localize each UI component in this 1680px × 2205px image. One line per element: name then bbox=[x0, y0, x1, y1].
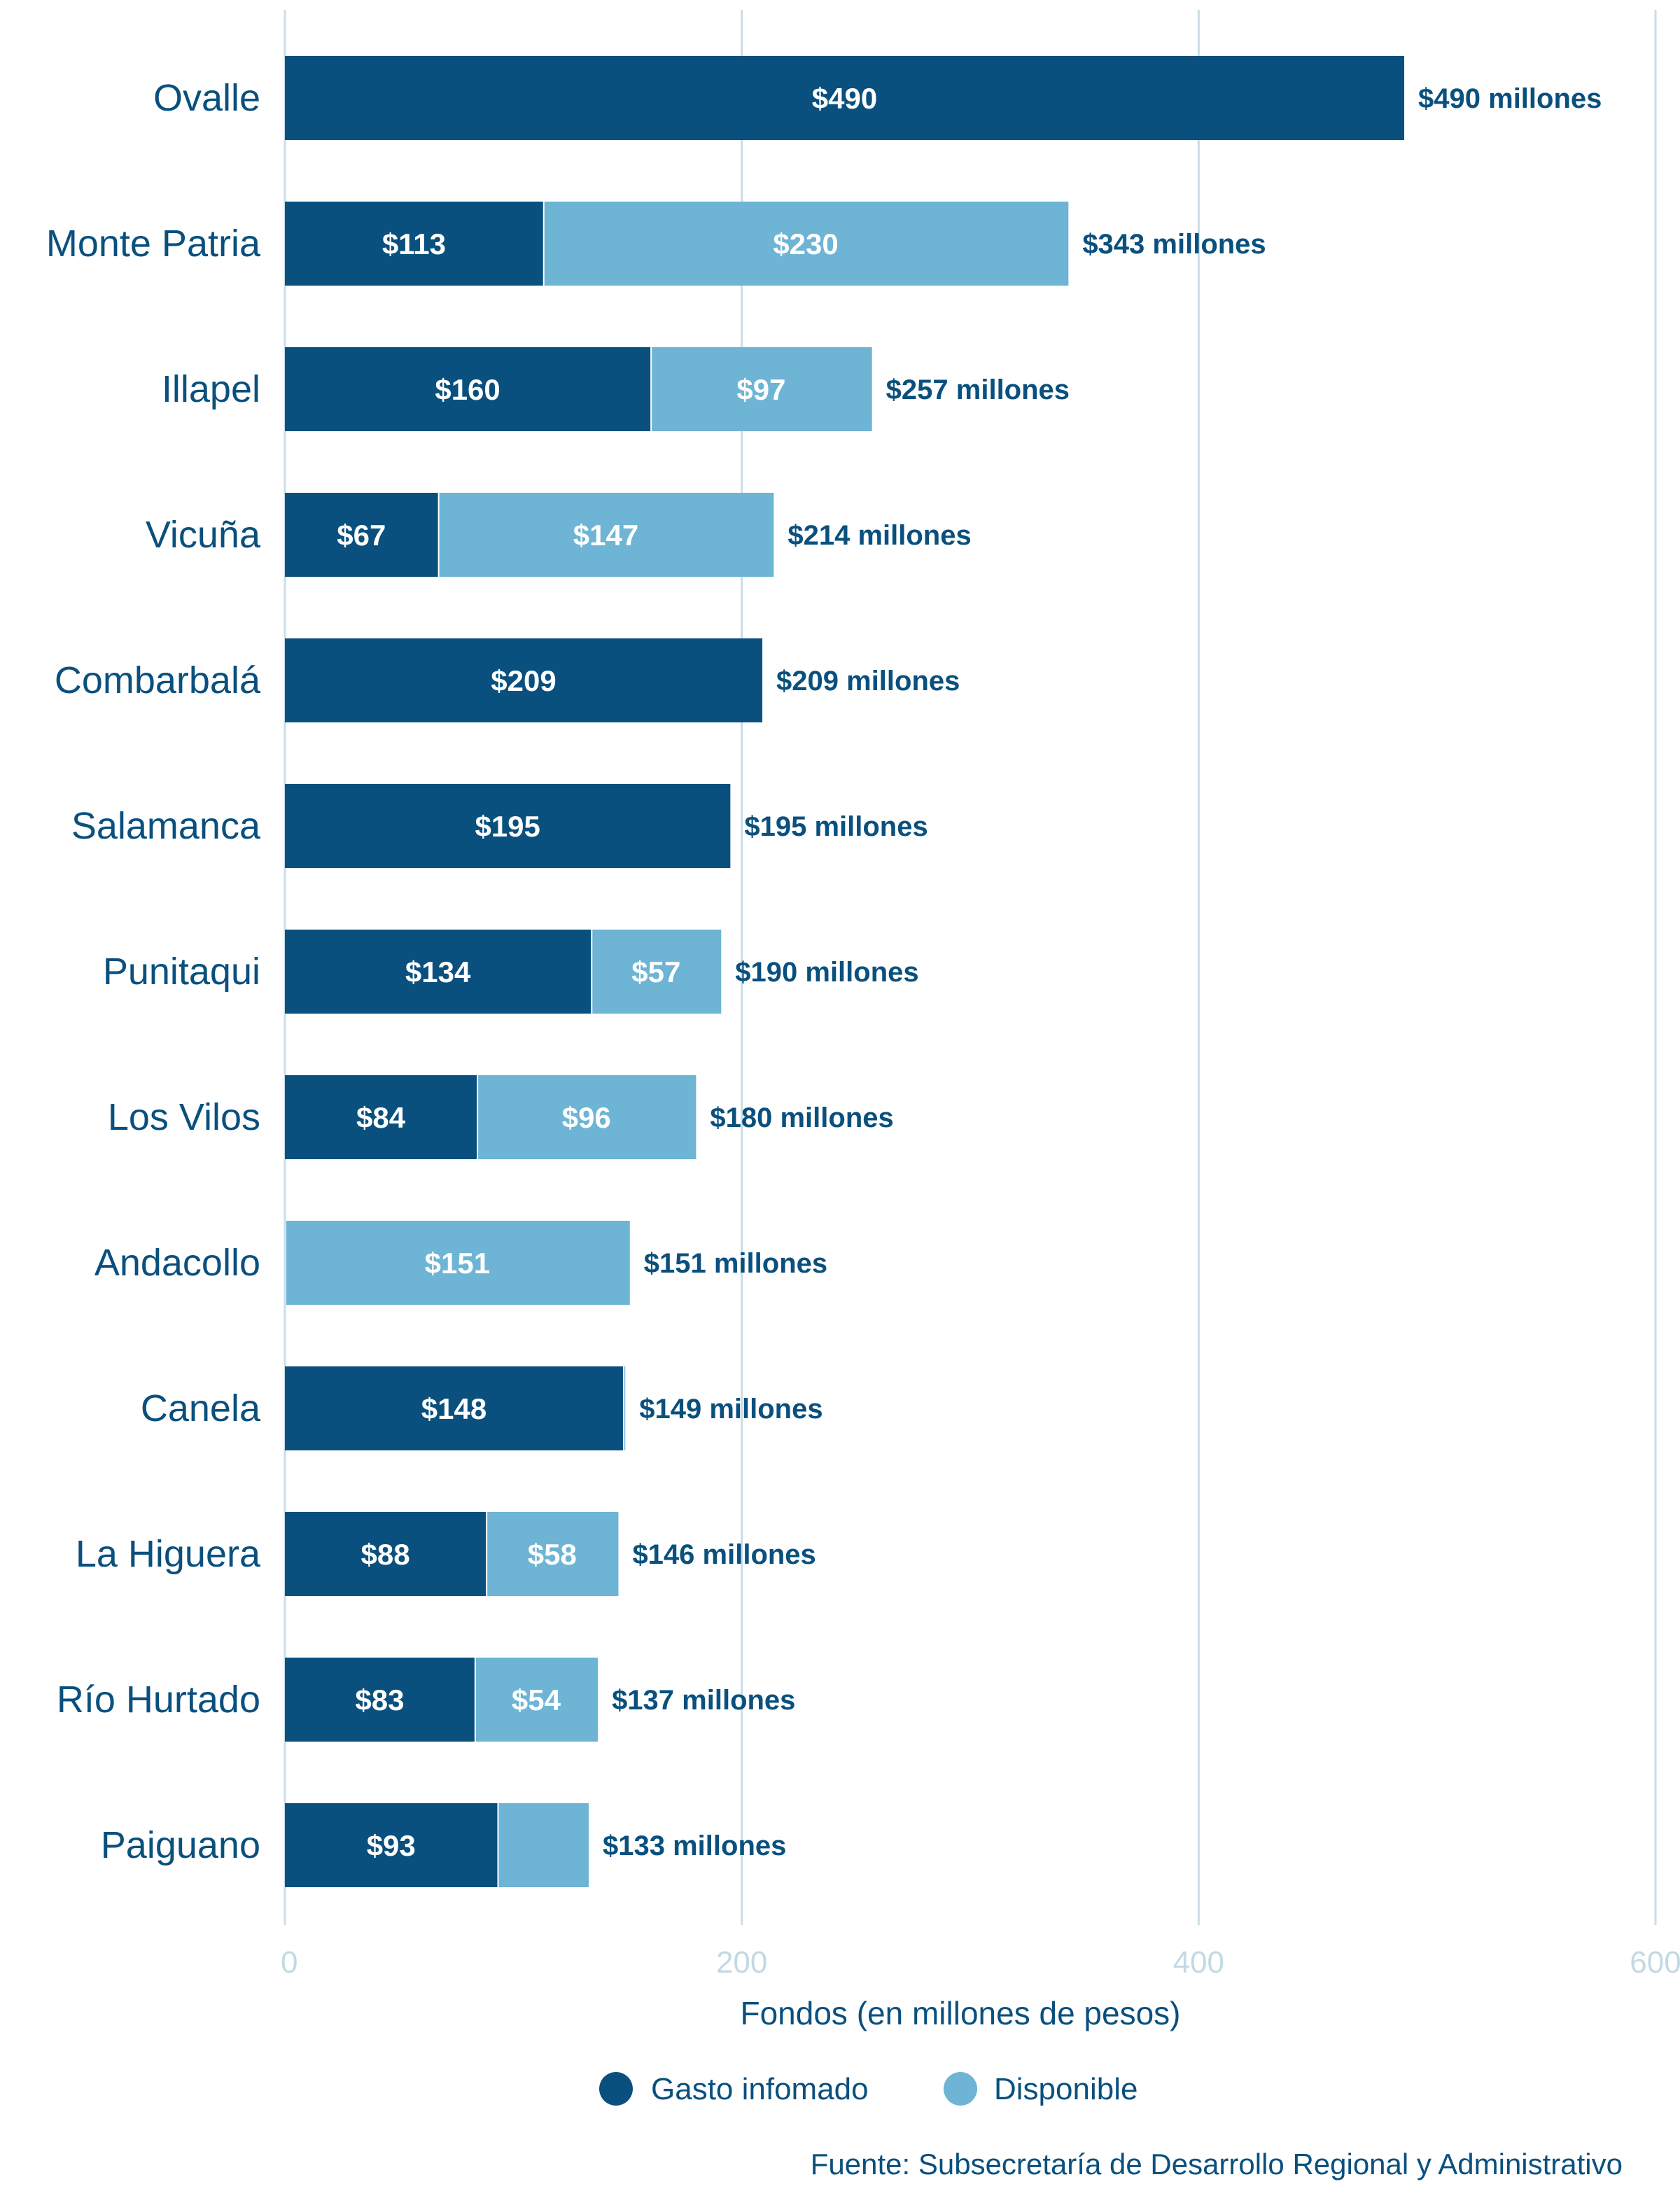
bar-gasto bbox=[285, 493, 438, 577]
bar-value-label: $490 bbox=[812, 82, 877, 115]
legend-label-disponible: Disponible bbox=[994, 2072, 1138, 2106]
bar-value-label: $113 bbox=[382, 227, 446, 260]
category-label: Vicuña bbox=[146, 514, 261, 556]
x-tick-label: 200 bbox=[716, 1945, 767, 1980]
bar-gasto bbox=[285, 784, 731, 868]
bar-value-label: $96 bbox=[562, 1101, 611, 1134]
bar-value-label: $93 bbox=[367, 1829, 416, 1862]
bar-disponible bbox=[592, 930, 722, 1014]
x-tick-label: 0 bbox=[281, 1945, 298, 1980]
bar-gasto bbox=[285, 1075, 477, 1159]
bar-value-label: $54 bbox=[512, 1684, 561, 1716]
total-label: $133 millones bbox=[603, 1830, 786, 1861]
total-label: $180 millones bbox=[710, 1102, 893, 1133]
bar-gasto bbox=[285, 1512, 486, 1596]
x-tick-label: 400 bbox=[1173, 1945, 1224, 1980]
bar-gasto bbox=[285, 638, 763, 722]
bar-disponible bbox=[498, 1803, 589, 1887]
total-label: $490 millones bbox=[1418, 83, 1602, 114]
category-label: Monte Patria bbox=[46, 223, 261, 265]
bar-value-label: $195 bbox=[475, 810, 540, 843]
category-label: Andacollo bbox=[94, 1242, 260, 1284]
bar-value-label: $84 bbox=[356, 1101, 406, 1134]
bar-value-label: $58 bbox=[528, 1538, 577, 1571]
category-label: Salamanca bbox=[71, 805, 261, 847]
legend: Gasto infomado Disponible bbox=[599, 2072, 1138, 2106]
bar-value-label: $151 bbox=[425, 1247, 490, 1280]
bar-value-label: $134 bbox=[405, 955, 471, 988]
bar-value-label: $230 bbox=[773, 227, 838, 260]
category-label: La Higuera bbox=[76, 1533, 261, 1575]
legend-swatch-disponible bbox=[944, 2072, 977, 2106]
total-label: $151 millones bbox=[644, 1248, 827, 1279]
total-label: $137 millones bbox=[612, 1685, 795, 1716]
bar-disponible bbox=[544, 202, 1069, 286]
legend-swatch-gasto bbox=[599, 2072, 633, 2106]
category-label: Punitaqui bbox=[103, 951, 260, 993]
bars: Ovalle $490 $490 millones Monte Patria $113 $… bbox=[46, 56, 1602, 1887]
category-label: Ovalle bbox=[153, 77, 260, 119]
category-label: Paiguano bbox=[101, 1824, 260, 1866]
category-label: Canela bbox=[141, 1387, 261, 1429]
x-axis-title: Fondos (en millones de pesos) bbox=[741, 1995, 1181, 2031]
bar-value-label: $209 bbox=[491, 664, 556, 697]
source-note: Fuente: Subsecretaría de Desarrollo Regi… bbox=[811, 2148, 1623, 2180]
total-label: $209 millones bbox=[776, 666, 960, 696]
bar-disponible bbox=[624, 1366, 626, 1450]
bar-gasto bbox=[285, 1803, 498, 1887]
bar-value-label: $88 bbox=[361, 1538, 410, 1571]
bar-gasto bbox=[285, 56, 1405, 140]
x-axis-ticks: 0 200 400 600 bbox=[281, 1945, 1680, 1980]
category-label: Combarbalá bbox=[55, 659, 261, 701]
bar-disponible bbox=[475, 1658, 598, 1742]
bar-value-label: $83 bbox=[355, 1684, 404, 1716]
category-label: Los Vilos bbox=[108, 1096, 260, 1138]
bar-disponible bbox=[487, 1512, 619, 1596]
bar-gasto bbox=[285, 202, 543, 286]
bar-value-label: $97 bbox=[736, 373, 785, 406]
total-label: $146 millones bbox=[632, 1539, 816, 1570]
total-label: $149 millones bbox=[639, 1394, 822, 1424]
bar-gasto bbox=[285, 1366, 623, 1450]
bar-disponible bbox=[439, 493, 774, 577]
bar-disponible bbox=[286, 1221, 630, 1305]
total-label: $190 millones bbox=[735, 957, 918, 988]
total-label: $214 millones bbox=[788, 520, 971, 551]
bar-disponible bbox=[478, 1075, 696, 1159]
legend-label-gasto: Gasto infomado bbox=[651, 2072, 869, 2106]
total-label: $343 millones bbox=[1082, 229, 1266, 260]
bar-value-label: $160 bbox=[435, 373, 500, 406]
category-label: Illapel bbox=[162, 368, 260, 410]
total-label: $195 millones bbox=[744, 811, 927, 842]
bar-gasto bbox=[285, 1658, 475, 1742]
bar-gasto bbox=[285, 347, 651, 431]
category-label: Río Hurtado bbox=[57, 1679, 260, 1721]
total-label: $257 millones bbox=[886, 374, 1070, 405]
bar-value-label: $57 bbox=[631, 955, 680, 988]
bar-disponible bbox=[652, 347, 872, 431]
bar-value-label: $148 bbox=[421, 1392, 486, 1425]
bar-value-label: $147 bbox=[573, 519, 638, 552]
bar-value-label: $67 bbox=[337, 519, 386, 552]
x-tick-label: 600 bbox=[1630, 1945, 1680, 1980]
bar-gasto bbox=[285, 930, 592, 1014]
